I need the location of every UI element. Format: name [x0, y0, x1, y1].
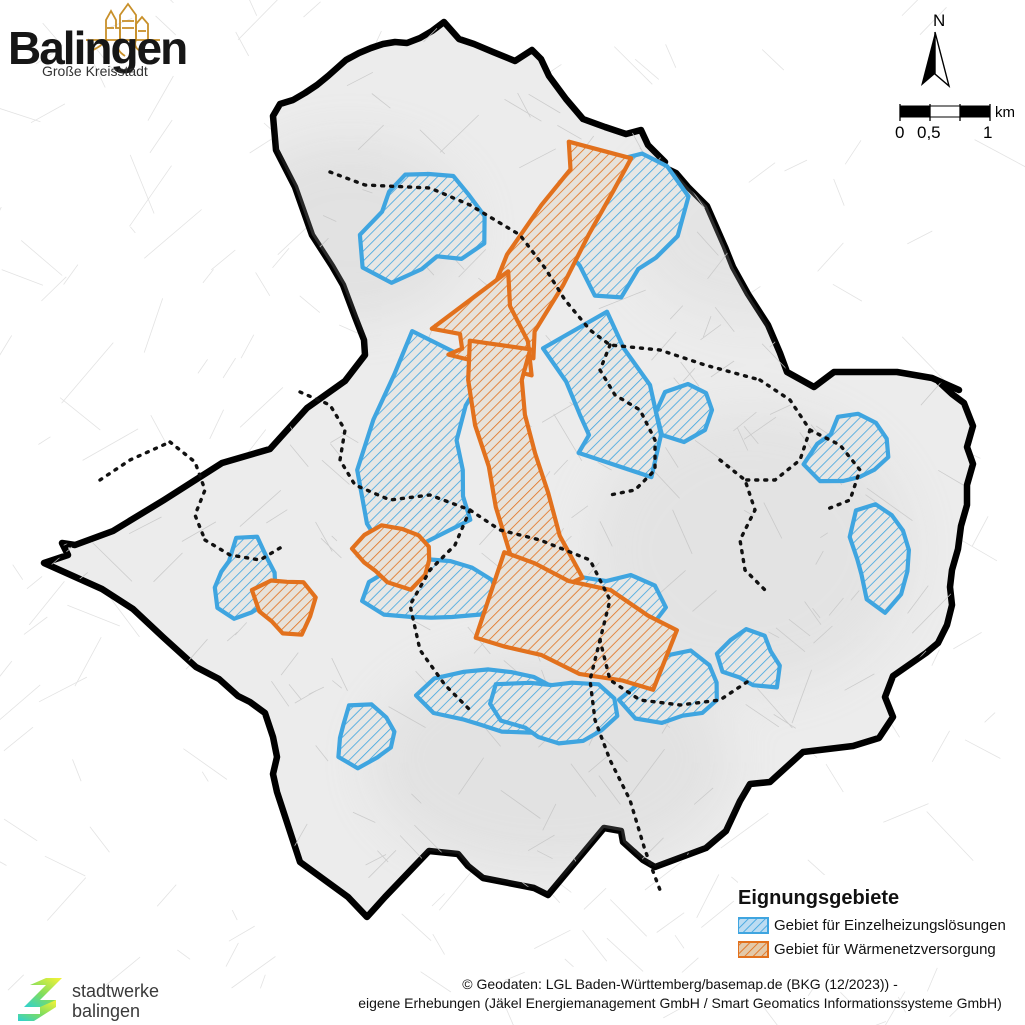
svg-text:balingen: balingen	[72, 1001, 140, 1021]
svg-text:km: km	[995, 104, 1015, 121]
svg-text:0: 0	[895, 123, 904, 140]
svg-text:Eignungsgebiete: Eignungsgebiete	[738, 887, 899, 909]
svg-text:N: N	[933, 11, 945, 30]
svg-text:0,5: 0,5	[917, 123, 941, 140]
svg-text:Große Kreisstadt: Große Kreisstadt	[42, 63, 148, 79]
svg-text:1: 1	[983, 123, 992, 140]
svg-text:Gebiet für Wärmenetzversorgung: Gebiet für Wärmenetzversorgung	[774, 941, 996, 958]
svg-text:Gebiet für Einzelheizungslösun: Gebiet für Einzelheizungslösungen	[774, 917, 1006, 934]
svg-text:stadtwerke: stadtwerke	[72, 981, 159, 1001]
